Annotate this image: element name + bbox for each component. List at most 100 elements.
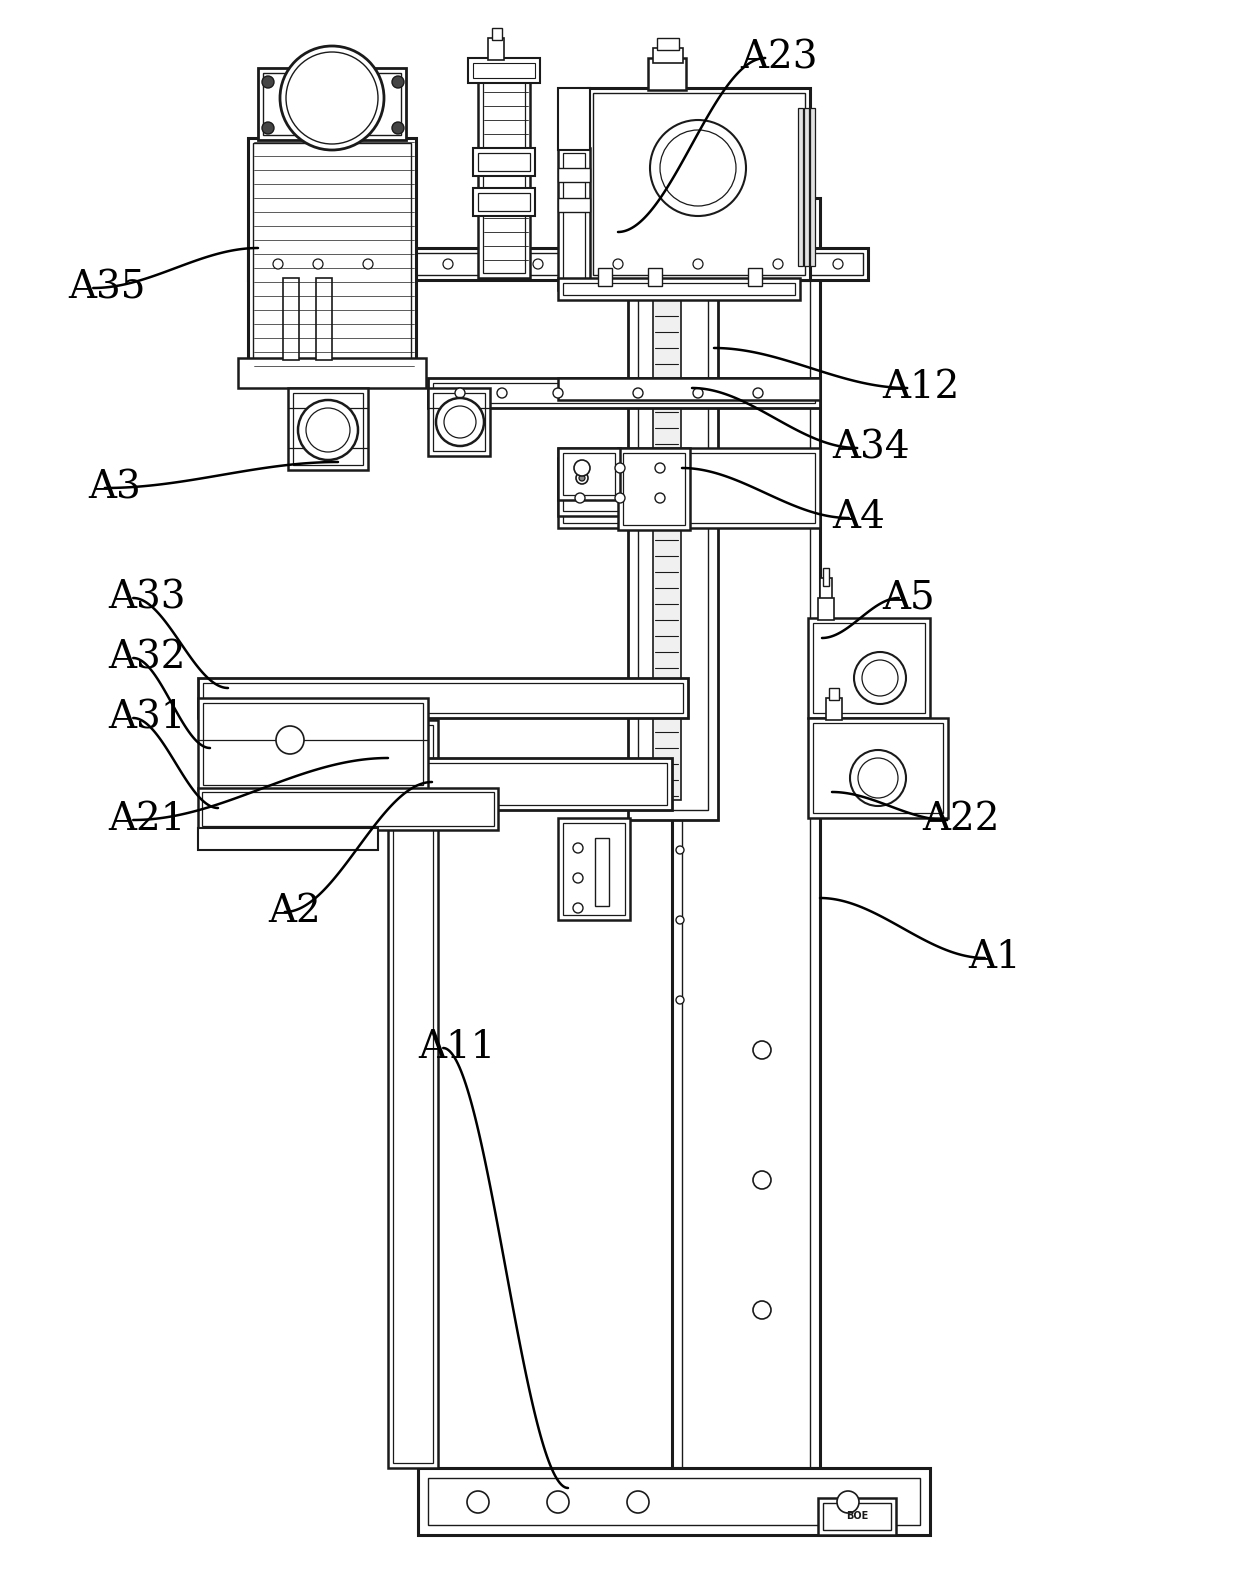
Circle shape <box>676 917 684 925</box>
Bar <box>558 87 590 151</box>
Text: A5: A5 <box>882 579 935 617</box>
Circle shape <box>773 259 782 270</box>
Text: A32: A32 <box>108 639 186 677</box>
Bar <box>682 209 810 1469</box>
Bar <box>492 29 502 40</box>
Bar <box>258 68 405 140</box>
Bar <box>808 718 949 818</box>
Circle shape <box>573 844 583 853</box>
Bar <box>253 254 863 274</box>
Circle shape <box>655 463 665 473</box>
Bar <box>484 73 525 273</box>
Circle shape <box>676 845 684 853</box>
Bar <box>558 447 620 500</box>
Bar <box>477 193 529 211</box>
Bar <box>804 108 808 266</box>
Text: A31: A31 <box>108 699 185 736</box>
Bar <box>248 138 415 370</box>
Bar <box>489 38 503 60</box>
Circle shape <box>455 389 465 398</box>
Bar <box>558 377 820 400</box>
Bar <box>198 828 378 850</box>
Bar <box>393 725 433 1462</box>
Circle shape <box>443 259 453 270</box>
Bar <box>639 208 708 810</box>
Bar <box>472 63 534 78</box>
Bar <box>428 377 820 408</box>
Circle shape <box>392 122 404 133</box>
Circle shape <box>286 52 378 144</box>
Circle shape <box>553 389 563 398</box>
Circle shape <box>858 758 898 798</box>
Circle shape <box>579 474 585 481</box>
Bar <box>203 703 423 785</box>
Circle shape <box>577 473 588 484</box>
Bar <box>428 1478 920 1526</box>
Circle shape <box>854 652 906 704</box>
Bar <box>433 393 485 450</box>
Bar <box>823 568 830 585</box>
Text: A22: A22 <box>923 801 999 839</box>
Circle shape <box>833 259 843 270</box>
Bar <box>563 463 621 511</box>
Bar <box>283 278 299 360</box>
Bar <box>558 278 800 300</box>
Bar <box>238 358 427 389</box>
Text: A12: A12 <box>882 370 960 406</box>
Circle shape <box>533 259 543 270</box>
Bar <box>288 389 368 469</box>
Circle shape <box>615 463 625 473</box>
Circle shape <box>277 726 304 753</box>
Bar <box>657 38 680 51</box>
Circle shape <box>693 389 703 398</box>
Text: A2: A2 <box>268 893 321 931</box>
Circle shape <box>613 259 622 270</box>
Circle shape <box>753 1301 771 1320</box>
Bar <box>826 698 842 720</box>
Circle shape <box>436 398 484 446</box>
Circle shape <box>575 493 585 503</box>
Bar <box>467 59 539 82</box>
Bar <box>418 1469 930 1535</box>
Circle shape <box>306 408 350 452</box>
Bar <box>198 788 498 829</box>
Bar <box>558 147 590 290</box>
Circle shape <box>312 259 322 270</box>
Bar <box>598 268 613 285</box>
Circle shape <box>392 76 404 87</box>
Bar <box>820 577 832 619</box>
Text: A3: A3 <box>88 469 141 506</box>
Bar <box>563 454 615 495</box>
Bar <box>263 73 401 135</box>
Bar <box>388 720 438 1469</box>
Circle shape <box>262 122 274 133</box>
Bar <box>293 393 363 465</box>
Text: A11: A11 <box>418 1029 495 1066</box>
Bar <box>558 168 590 182</box>
Bar <box>649 268 662 285</box>
Bar <box>558 447 820 528</box>
Bar <box>563 282 795 295</box>
Text: A33: A33 <box>108 579 186 617</box>
Circle shape <box>753 389 763 398</box>
Text: A23: A23 <box>740 40 817 76</box>
Circle shape <box>650 121 746 216</box>
Circle shape <box>547 1491 569 1513</box>
Circle shape <box>837 1491 859 1513</box>
Bar <box>649 59 686 90</box>
Circle shape <box>655 493 665 503</box>
Bar <box>198 698 428 790</box>
Bar <box>477 152 529 171</box>
Bar <box>472 147 534 176</box>
Bar <box>558 458 626 515</box>
Bar <box>823 1504 892 1530</box>
Circle shape <box>298 400 358 460</box>
Bar <box>593 94 805 274</box>
Bar <box>203 684 683 714</box>
Circle shape <box>632 389 644 398</box>
Bar <box>618 447 689 530</box>
Circle shape <box>660 130 737 206</box>
Bar <box>393 763 667 806</box>
Bar <box>653 209 681 799</box>
Text: A1: A1 <box>968 939 1021 977</box>
